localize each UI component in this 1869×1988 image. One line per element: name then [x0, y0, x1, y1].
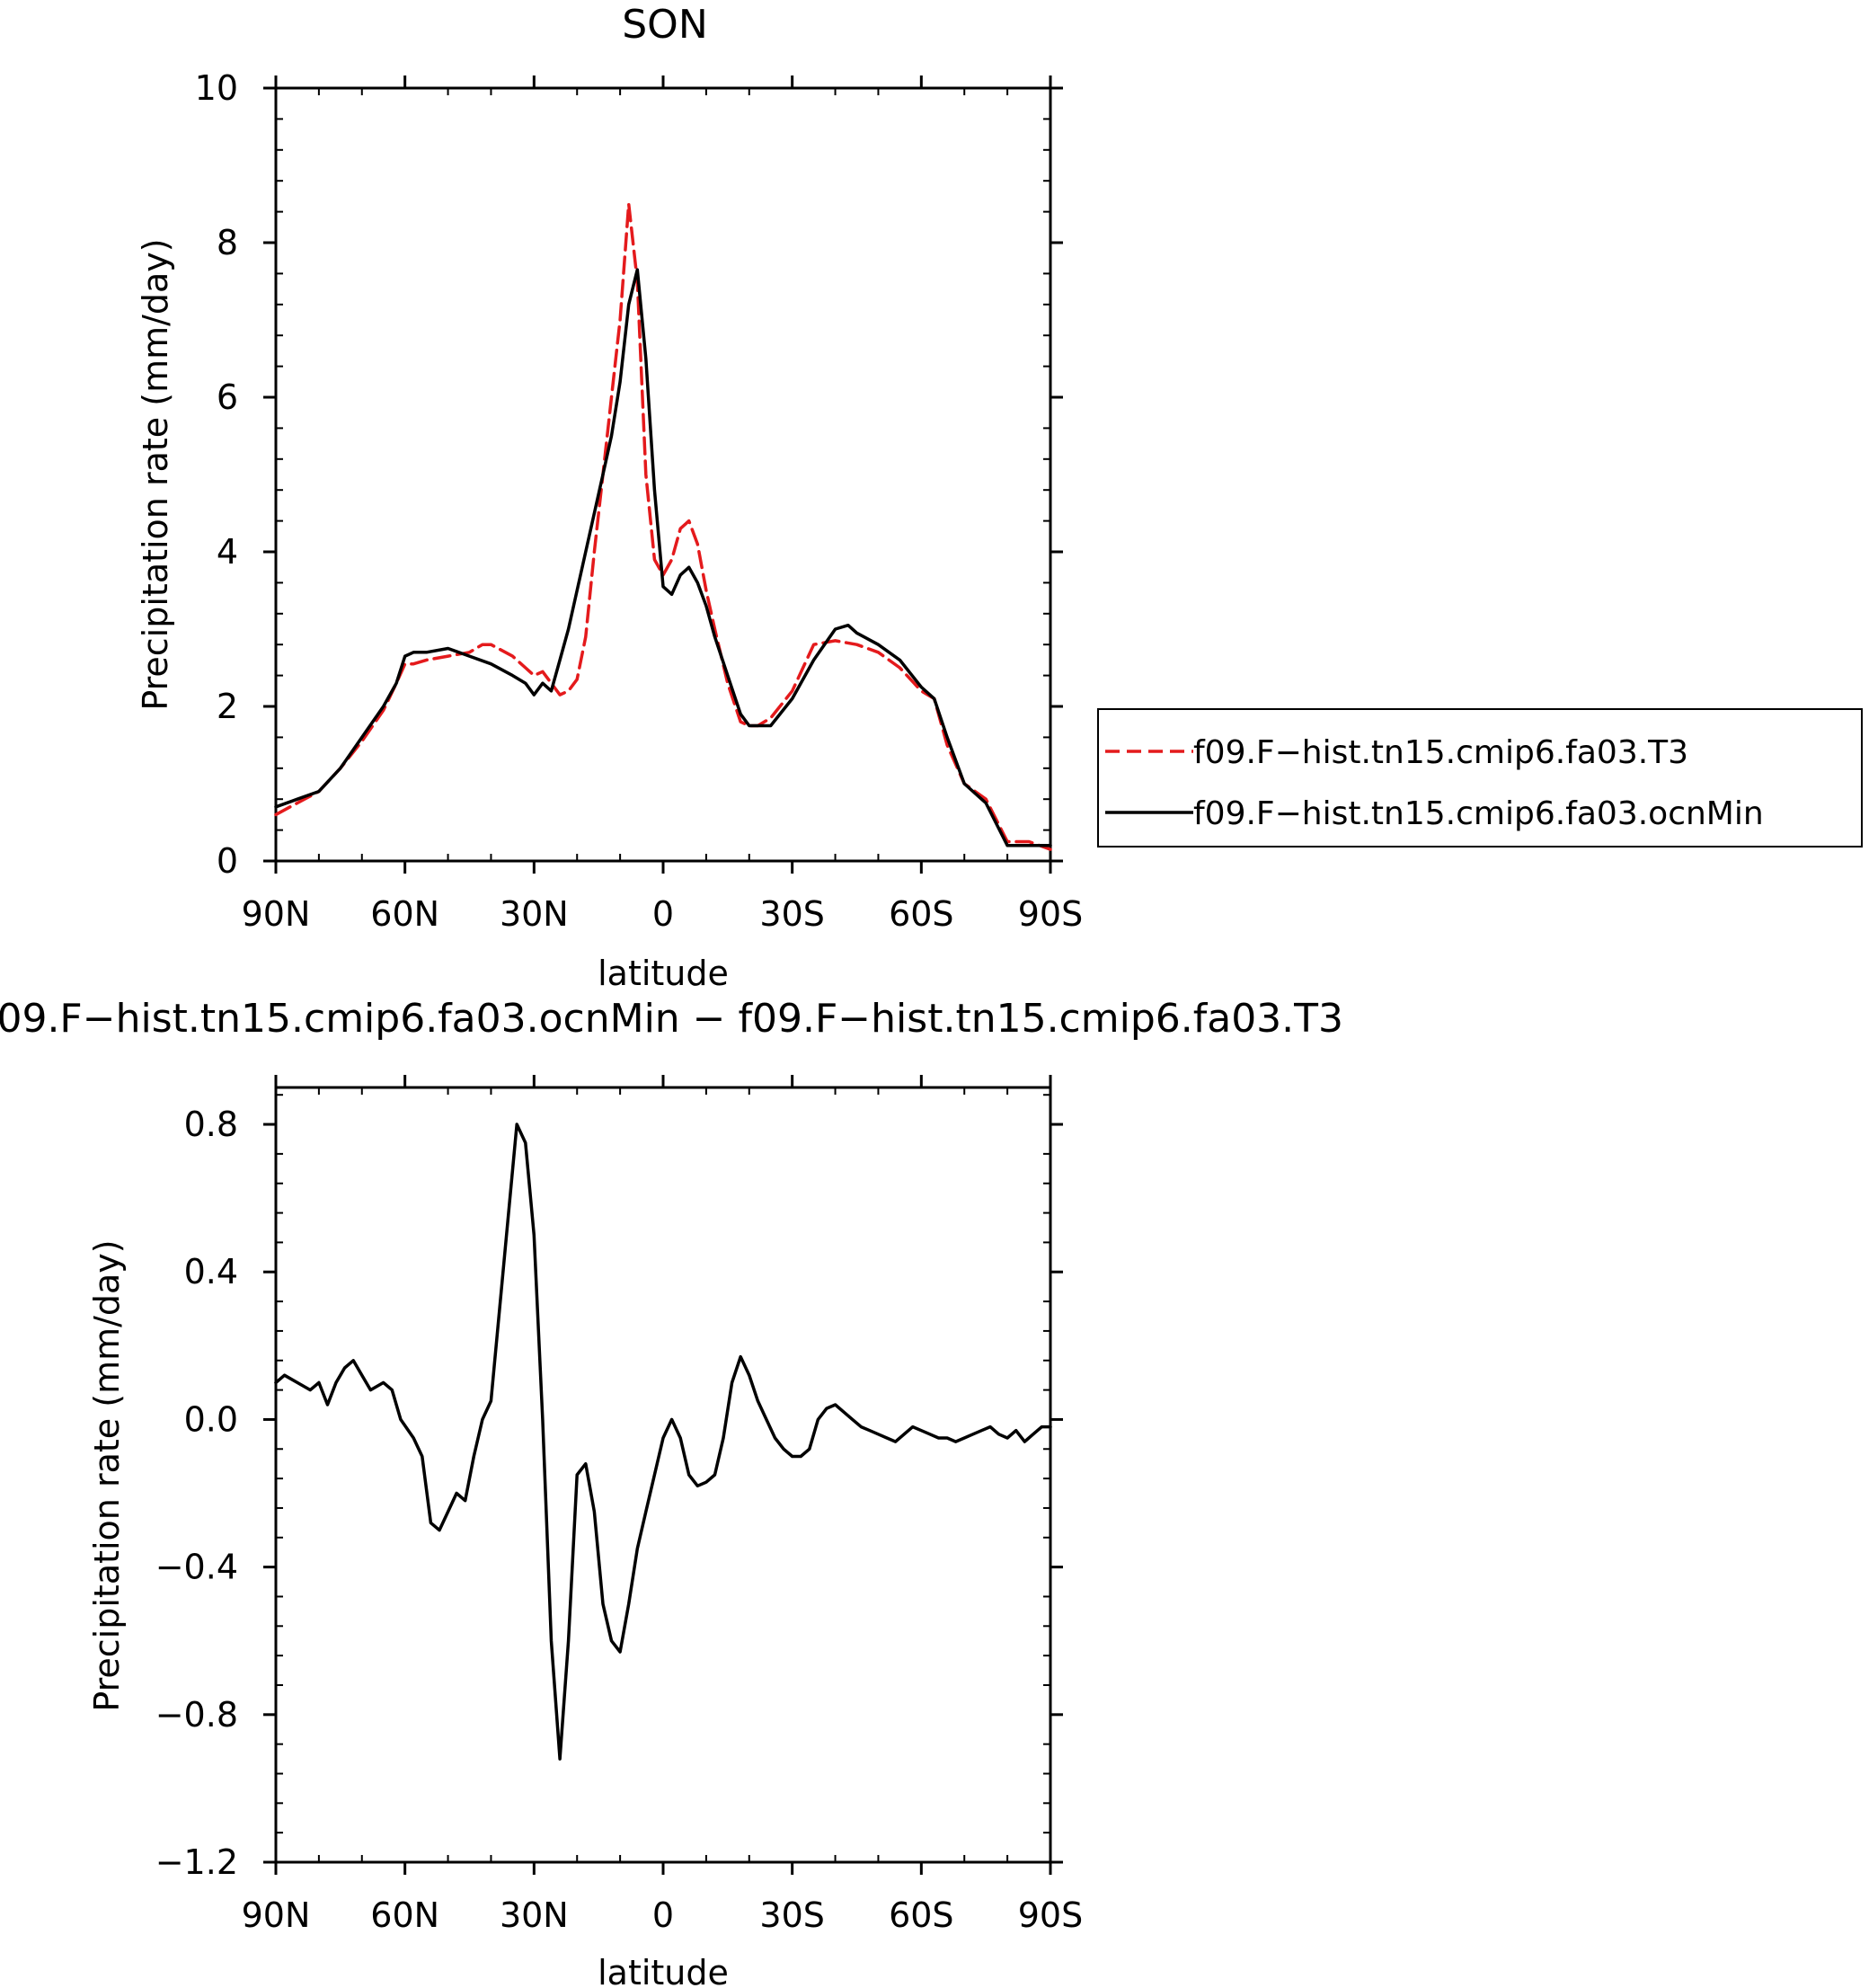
- y-tick-label: −0.8: [155, 1695, 238, 1735]
- chart-top-y-axis-label: Precipitation rate (mm/day): [136, 238, 175, 710]
- chart-top-series-group: [274, 202, 1052, 851]
- x-tick-label: 30N: [500, 1895, 569, 1935]
- legend-box: [1097, 708, 1863, 848]
- chart-bottom-title: f09.F−hist.tn15.cmip6.fa03.ocnMin − f09.…: [0, 996, 1343, 1042]
- chart-bottom: f09.F−hist.tn15.cmip6.fa03.ocnMin − f09.…: [0, 996, 1343, 1988]
- y-tick-label: 0.4: [184, 1252, 238, 1291]
- chart-top-ticks: 90N 60N 30N 0 30S 60S 90S 0 2 4 6 8 10: [195, 68, 1084, 934]
- x-tick-label: 90S: [1018, 894, 1083, 934]
- x-tick-label: 0: [652, 894, 674, 934]
- y-tick-label: 0: [217, 841, 238, 881]
- chart-top-title: SON: [622, 2, 707, 48]
- y-tick-label: 6: [217, 377, 238, 417]
- x-tick-label: 60S: [889, 1895, 953, 1935]
- x-tick-label: 90N: [242, 1895, 311, 1935]
- x-tick-label: 30S: [759, 1895, 824, 1935]
- y-tick-label: −1.2: [155, 1842, 238, 1882]
- legend-label-ocnmin: f09.F−hist.tn15.cmip6.fa03.ocnMin: [1193, 795, 1764, 832]
- chart-bottom-plot-frame: [274, 1086, 1052, 1864]
- x-tick-label: 60N: [370, 1895, 439, 1935]
- x-tick-label: 30N: [500, 894, 569, 934]
- chart-bottom-series-group: [274, 1123, 1052, 1761]
- y-tick-label: 4: [217, 532, 238, 572]
- y-tick-label: −0.4: [155, 1548, 238, 1587]
- x-tick-label: 60N: [370, 894, 439, 934]
- chart-top-series-line-1: [274, 268, 1052, 848]
- x-tick-label: 90S: [1018, 1895, 1083, 1935]
- legend-label-t3: f09.F−hist.tn15.cmip6.fa03.T3: [1193, 734, 1688, 771]
- x-tick-label: 0: [652, 1895, 674, 1935]
- x-tick-label: 90N: [242, 894, 311, 934]
- chart-top-series-line-0: [274, 202, 1052, 851]
- chart-top-x-axis-label: latitude: [598, 954, 729, 993]
- chart-bottom-x-axis-label: latitude: [598, 1953, 729, 1988]
- x-tick-label: 30S: [759, 894, 824, 934]
- chart-bottom-y-axis-label: Precipitation rate (mm/day): [87, 1239, 127, 1711]
- y-tick-label: 8: [217, 223, 238, 262]
- legend: f09.F−hist.tn15.cmip6.fa03.T3 f09.F−hist…: [1097, 708, 1863, 848]
- chart-top-plot-frame: [274, 86, 1052, 863]
- x-tick-label: 60S: [889, 894, 953, 934]
- y-tick-label: 0.8: [184, 1105, 238, 1144]
- y-tick-label: 0.0: [184, 1399, 238, 1439]
- chart-bottom-series-line-0: [274, 1123, 1052, 1761]
- chart-bottom-ticks: 90N 60N 30N 0 30S 60S 90S −1.2 −0.8 −0.4 0.0 0.4 0.8: [155, 1075, 1083, 1935]
- y-tick-label: 2: [217, 687, 238, 726]
- y-tick-label: 10: [195, 68, 238, 108]
